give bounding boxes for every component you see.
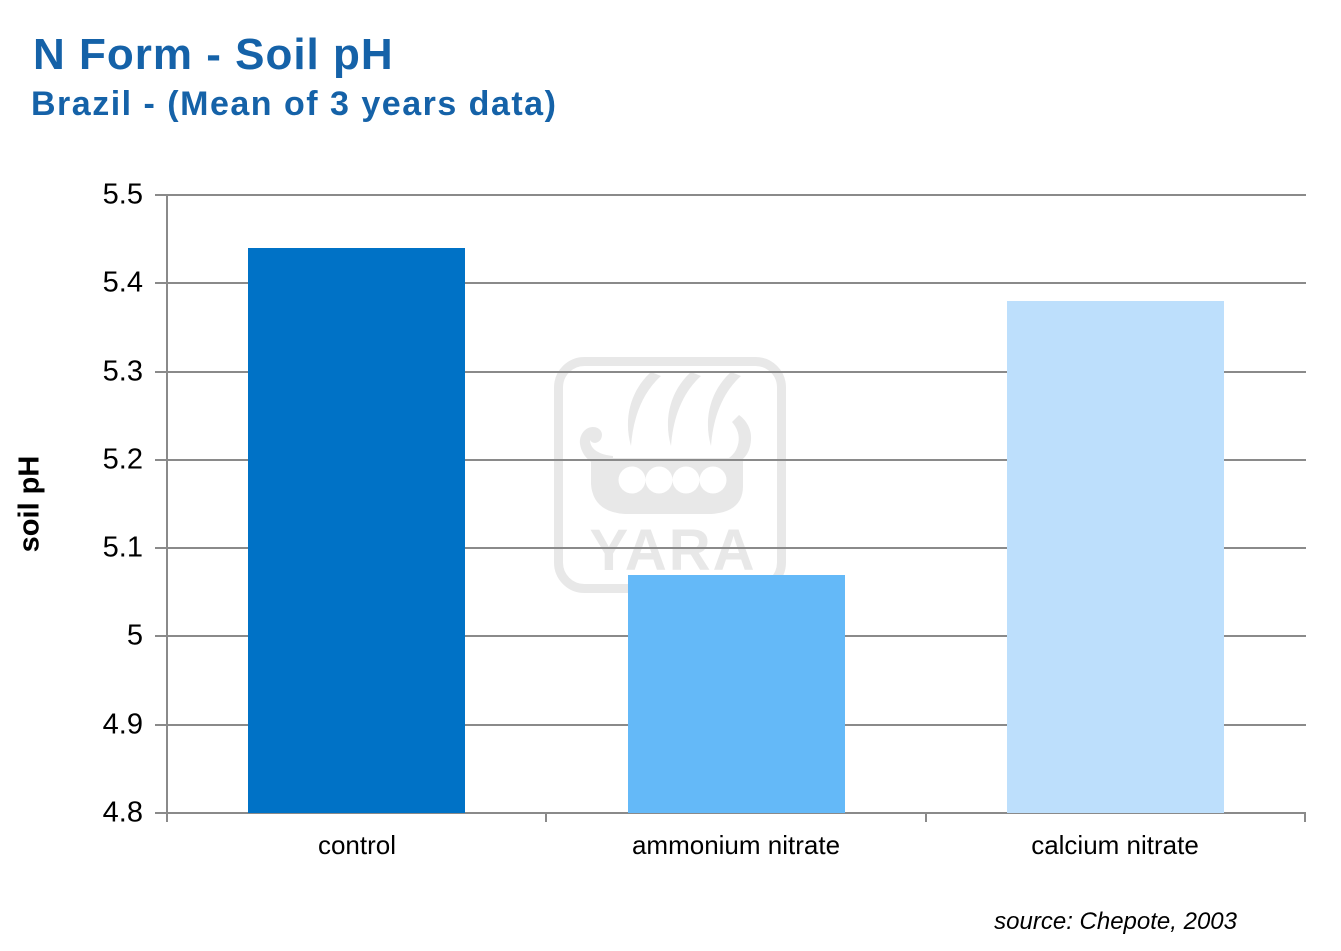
gridline-5.5 <box>166 194 1306 196</box>
chart-title: N Form - Soil pH <box>33 30 394 79</box>
x-tick-1 <box>545 813 547 822</box>
y-tick-5.3 <box>155 371 167 373</box>
y-tick-5.2 <box>155 459 167 461</box>
chart-subtitle: Brazil - (Mean of 3 years data) <box>31 85 558 123</box>
y-tick-label-5.1: 5.1 <box>102 531 143 564</box>
gridline-5.3 <box>166 371 1306 373</box>
bar-calcium-nitrate <box>1007 301 1224 813</box>
y-tick-label-5.3: 5.3 <box>102 355 143 388</box>
y-tick-5 <box>155 635 167 637</box>
x-label-calcium-nitrate: calcium nitrate <box>1031 830 1199 860</box>
y-tick-5.5 <box>155 194 167 196</box>
yara-viking-ship-icon: YARA <box>554 357 786 593</box>
y-tick-4.8 <box>155 812 167 814</box>
yara-logo-text: YARA <box>589 518 756 583</box>
y-tick-4.9 <box>155 724 167 726</box>
y-tick-label-5.4: 5.4 <box>102 266 143 299</box>
source-citation: source: Chepote, 2003 <box>994 908 1237 935</box>
x-label-ammonium-nitrate: ammonium nitrate <box>631 830 841 860</box>
y-tick-label-5.2: 5.2 <box>102 443 143 476</box>
x-label-control: control <box>317 830 397 860</box>
gridline-4.8 <box>166 812 1306 814</box>
x-tick-3 <box>1304 813 1306 822</box>
gridline-5.2 <box>166 459 1306 461</box>
bar-ammonium-nitrate <box>628 575 845 813</box>
x-tick-2 <box>925 813 927 822</box>
bar-control <box>248 248 465 813</box>
gridline-5.1 <box>166 547 1306 549</box>
y-axis-line <box>166 195 168 822</box>
gridline-5.4 <box>166 282 1306 284</box>
y-tick-label-5.5: 5.5 <box>102 178 143 211</box>
y-tick-label-4.8: 4.8 <box>102 796 143 829</box>
yara-logo-watermark: YARA <box>553 356 787 594</box>
y-tick-5.4 <box>155 282 167 284</box>
y-tick-5.1 <box>155 547 167 549</box>
y-tick-label-4.9: 4.9 <box>102 708 143 741</box>
y-tick-label-5: 5 <box>126 619 143 652</box>
